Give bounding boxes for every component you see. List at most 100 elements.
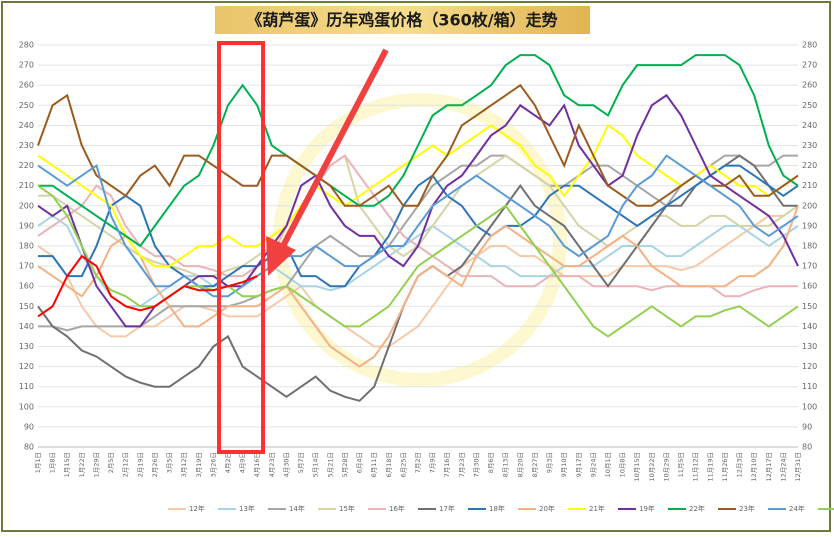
- y2-tick-label: 120: [802, 362, 817, 371]
- x-tick-label: 12月24日: [779, 452, 787, 482]
- x-tick-label: 5月28日: [341, 452, 349, 477]
- y2-tick-label: 160: [802, 282, 817, 291]
- x-tick-label: 12月17日: [765, 452, 773, 482]
- x-tick-label: 11月5日: [677, 452, 685, 477]
- y2-tick-label: 220: [802, 161, 817, 170]
- y-tick-label: 280: [19, 41, 34, 50]
- x-tick-label: 10月15日: [633, 452, 641, 482]
- series-line: [37, 154, 799, 298]
- x-tick-label: 8月13日: [502, 452, 510, 477]
- y2-tick-label: 90: [802, 422, 812, 431]
- x-tick-label: 1月15日: [63, 452, 71, 477]
- series-line: [38, 54, 799, 248]
- x-tick-label: 8月20日: [516, 452, 524, 477]
- y-tick-label: 180: [19, 242, 34, 251]
- y2-tick-label: 260: [802, 81, 817, 90]
- x-tick-label: 7月23日: [458, 452, 466, 477]
- x-tick-label: 9月10日: [560, 452, 568, 477]
- x-tick-label: 6月4日: [356, 452, 364, 473]
- y-tick-label: 190: [19, 221, 34, 230]
- y-tick-label: 150: [19, 302, 34, 311]
- y-tick-label: 230: [19, 141, 34, 150]
- x-tick-label: 11月19日: [706, 452, 714, 482]
- x-tick-label: 6月25日: [399, 452, 407, 477]
- y-tick-label: 100: [19, 402, 34, 411]
- series-line: [37, 83, 799, 207]
- x-tick-label: 8月6日: [487, 452, 495, 473]
- y-tick-label: 130: [19, 342, 34, 351]
- y-tick-label: 160: [19, 282, 34, 291]
- y2-tick-label: 180: [802, 242, 817, 251]
- series-line: [38, 164, 799, 288]
- chart-title: 《葫芦蛋》历年鸡蛋价格（360枚/箱）走势: [246, 11, 557, 30]
- y-tick-label: 240: [19, 121, 34, 130]
- legend-label: 14年: [289, 504, 305, 513]
- x-tick-label: 8月27日: [531, 452, 539, 477]
- y2-tick-label: 250: [802, 101, 817, 110]
- y2-tick-label: 280: [802, 41, 817, 50]
- y2-tick-label: 100: [802, 402, 817, 411]
- y2-tick-label: 150: [802, 302, 817, 311]
- y2-tick-label: 230: [802, 141, 817, 150]
- series-line: [37, 214, 799, 308]
- y2-tick-label: 270: [802, 61, 817, 70]
- x-tick-label: 6月11日: [370, 452, 378, 477]
- x-tick-label: 12月31日: [794, 452, 802, 482]
- x-tick-label: 10月1日: [604, 452, 612, 477]
- x-tick-label: 1月29日: [92, 452, 100, 477]
- y-tick-label: 250: [19, 101, 34, 110]
- legend-label: 12年: [189, 504, 205, 513]
- legend-label: 23年: [739, 504, 755, 513]
- arrow-shaft: [279, 48, 389, 250]
- y-tick-label: 90: [24, 422, 34, 431]
- y-tick-label: 270: [19, 61, 34, 70]
- x-tick-label: 4月23日: [268, 452, 276, 477]
- y2-tick-label: 200: [802, 201, 817, 210]
- x-tick-label: 2月5日: [107, 452, 115, 473]
- title-banner: [215, 6, 590, 34]
- legend-label: 18年: [489, 504, 505, 513]
- y-tick-label: 200: [19, 201, 34, 210]
- series-line: [37, 204, 799, 348]
- legend-label: 24年: [789, 504, 805, 513]
- y2-tick-label: 80: [802, 443, 812, 452]
- legend-label: 15年: [339, 504, 355, 513]
- x-tick-label: 9月17日: [575, 452, 583, 477]
- x-tick-label: 9月3日: [546, 452, 554, 473]
- legend-label: 22年: [689, 504, 705, 513]
- y-tick-label: 110: [19, 382, 34, 391]
- x-tick-label: 4月2日: [224, 452, 232, 473]
- highlight-box: [217, 41, 265, 454]
- legend-label: 21年: [589, 504, 605, 513]
- x-tick-label: 11月26日: [721, 452, 729, 482]
- y-tick-label: 210: [19, 181, 34, 190]
- x-tick-label: 1月22日: [78, 452, 86, 477]
- y2-tick-label: 140: [802, 322, 817, 331]
- y-tick-label: 260: [19, 81, 34, 90]
- x-tick-label: 11月12日: [692, 452, 700, 482]
- x-tick-label: 7月2日: [414, 452, 422, 473]
- legend-label: 16年: [389, 504, 405, 513]
- x-tick-label: 3月19日: [195, 452, 203, 477]
- legend-label: 20年: [539, 504, 555, 513]
- y-tick-label: 80: [24, 443, 34, 452]
- y2-tick-label: 170: [802, 262, 817, 271]
- legend-label: 13年: [239, 504, 255, 513]
- y2-tick-label: 110: [802, 382, 817, 391]
- arrow-head: [266, 236, 296, 276]
- y2-tick-label: 240: [802, 121, 817, 130]
- x-tick-label: 3月12日: [180, 452, 188, 477]
- x-tick-label: 7月9日: [429, 452, 437, 473]
- x-tick-label: 2月19日: [136, 452, 144, 477]
- x-tick-label: 3月26日: [209, 452, 217, 477]
- x-tick-label: 7月16日: [443, 452, 451, 477]
- x-tick-label: 1月1日: [34, 452, 42, 473]
- y-tick-label: 170: [19, 262, 34, 271]
- x-tick-label: 4月9日: [239, 452, 247, 473]
- x-tick-label: 12月3日: [736, 452, 744, 477]
- y-tick-label: 220: [19, 161, 34, 170]
- series-line: [37, 123, 799, 268]
- x-tick-label: 12月10日: [750, 452, 758, 482]
- y-tick-label: 120: [19, 362, 34, 371]
